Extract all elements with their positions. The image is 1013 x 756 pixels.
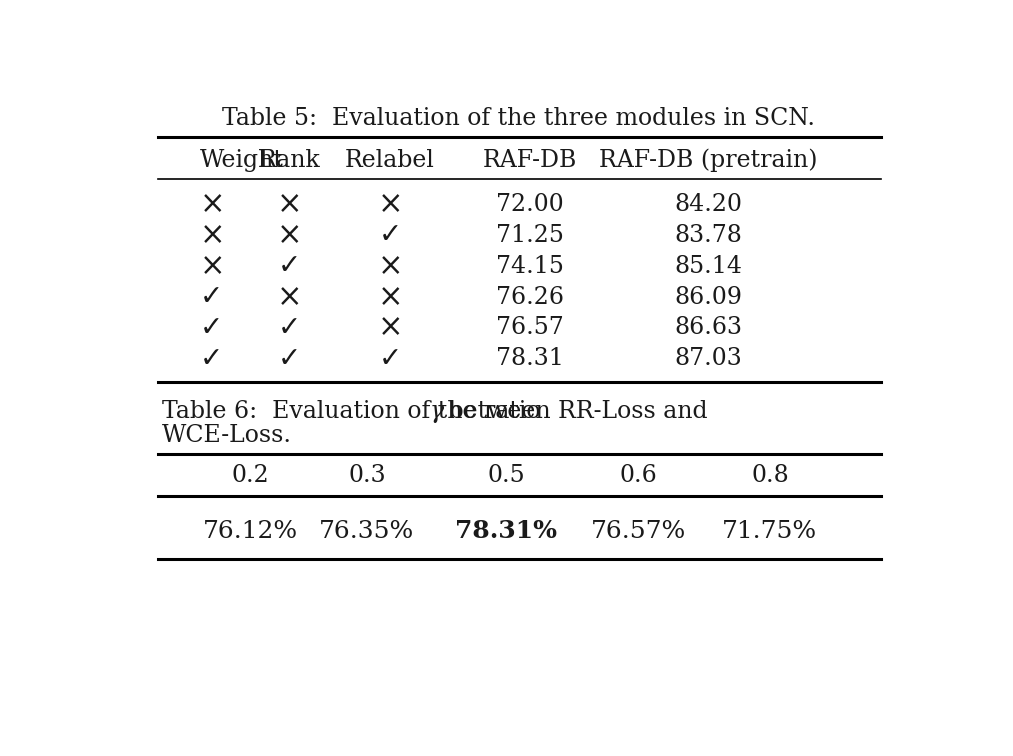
Text: Weight: Weight <box>201 148 284 172</box>
Text: ×: × <box>378 312 403 343</box>
Text: ×: × <box>378 189 403 220</box>
Text: 78.31%: 78.31% <box>456 519 557 543</box>
Text: γ: γ <box>430 399 444 423</box>
Text: 0.8: 0.8 <box>751 464 789 487</box>
Text: 85.14: 85.14 <box>674 255 742 277</box>
Text: 87.03: 87.03 <box>674 347 742 370</box>
Text: 72.00: 72.00 <box>495 194 563 216</box>
Text: Rank: Rank <box>258 148 320 172</box>
Text: 74.15: 74.15 <box>495 255 563 277</box>
Text: between RR-Loss and: between RR-Loss and <box>441 399 707 423</box>
Text: ✓: ✓ <box>201 314 224 342</box>
Text: Table 6:  Evaluation of the ratio: Table 6: Evaluation of the ratio <box>161 399 547 423</box>
Text: 76.57: 76.57 <box>495 316 563 339</box>
Text: RAF-DB: RAF-DB <box>482 148 576 172</box>
Text: 83.78: 83.78 <box>674 224 742 247</box>
Text: ×: × <box>201 220 226 251</box>
Text: 0.5: 0.5 <box>487 464 525 487</box>
Text: 0.6: 0.6 <box>619 464 657 487</box>
Text: WCE-Loss.: WCE-Loss. <box>161 424 292 448</box>
Text: ✓: ✓ <box>278 314 301 342</box>
Text: ×: × <box>378 281 403 312</box>
Text: ✓: ✓ <box>278 345 301 373</box>
Text: 76.35%: 76.35% <box>319 519 414 543</box>
Text: ×: × <box>277 220 302 251</box>
Text: 71.25: 71.25 <box>495 224 563 247</box>
Text: ✓: ✓ <box>201 283 224 311</box>
Text: 86.09: 86.09 <box>674 286 742 308</box>
Text: Relabel: Relabel <box>345 148 435 172</box>
Text: 0.3: 0.3 <box>348 464 386 487</box>
Text: RAF-DB (pretrain): RAF-DB (pretrain) <box>599 148 817 172</box>
Text: ✓: ✓ <box>379 345 402 373</box>
Text: ×: × <box>201 251 226 282</box>
Text: Table 5:  Evaluation of the three modules in SCN.: Table 5: Evaluation of the three modules… <box>222 107 815 130</box>
Text: 0.2: 0.2 <box>232 464 269 487</box>
Text: 76.12%: 76.12% <box>203 519 298 543</box>
Text: ×: × <box>378 251 403 282</box>
Text: 76.26: 76.26 <box>495 286 563 308</box>
Text: 84.20: 84.20 <box>674 194 742 216</box>
Text: ✓: ✓ <box>201 345 224 373</box>
Text: ✓: ✓ <box>278 253 301 280</box>
Text: 86.63: 86.63 <box>674 316 742 339</box>
Text: ×: × <box>277 281 302 312</box>
Text: ✓: ✓ <box>379 222 402 249</box>
Text: 78.31: 78.31 <box>495 347 563 370</box>
Text: ×: × <box>277 189 302 220</box>
Text: 76.57%: 76.57% <box>591 519 686 543</box>
Text: 71.75%: 71.75% <box>722 519 817 543</box>
Text: ×: × <box>201 189 226 220</box>
